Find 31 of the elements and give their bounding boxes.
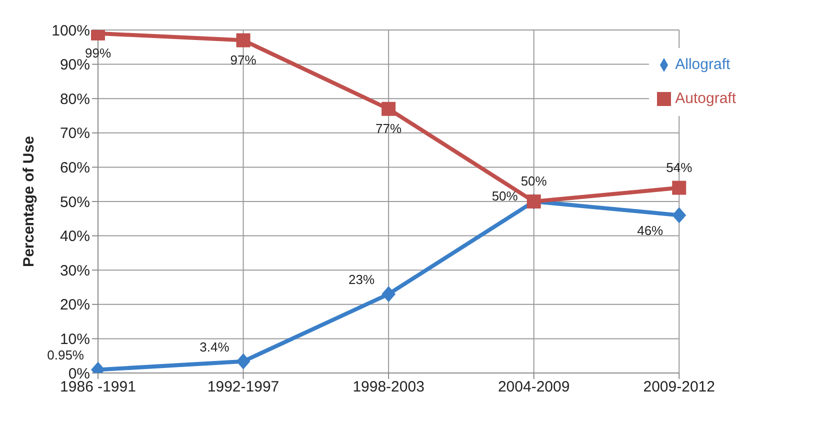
data-label: 46% bbox=[637, 223, 664, 238]
data-label: 3.4% bbox=[200, 339, 230, 354]
x-tick-label: 2004-2009 bbox=[498, 378, 570, 396]
x-tick-label: 1992-1997 bbox=[207, 378, 280, 396]
x-tick-label: 2009-2012 bbox=[643, 378, 715, 396]
data-label: 23% bbox=[348, 272, 375, 288]
y-tick-label: 10% bbox=[60, 331, 90, 348]
point bbox=[672, 207, 686, 224]
point bbox=[382, 102, 396, 116]
legend-label: Autograft bbox=[675, 90, 736, 107]
data-label: 50% bbox=[492, 188, 518, 204]
x-tick-label: 1998-2003 bbox=[352, 378, 424, 396]
point bbox=[236, 33, 250, 48]
data-label: 97% bbox=[230, 52, 257, 68]
y-axis-title: Percentage of Use bbox=[20, 136, 38, 267]
legend-label: Allograft bbox=[675, 56, 730, 73]
data-label: 77% bbox=[376, 120, 402, 136]
y-tick-label: 60% bbox=[60, 160, 90, 177]
point bbox=[382, 286, 396, 302]
data-label: 0.95% bbox=[47, 348, 84, 363]
y-tick-label: 20% bbox=[60, 296, 90, 314]
data-label: 54% bbox=[666, 160, 693, 175]
y-tick-label: 70% bbox=[60, 125, 90, 142]
y-tick-label: 40% bbox=[60, 228, 90, 246]
y-tick-label: 80% bbox=[60, 90, 90, 108]
y-tick-label: 100% bbox=[52, 22, 90, 40]
y-tick-label: 50% bbox=[60, 194, 90, 211]
point bbox=[236, 353, 250, 370]
y-tick-label: 30% bbox=[60, 262, 90, 280]
point bbox=[672, 180, 686, 195]
data-label: 50% bbox=[520, 174, 548, 188]
